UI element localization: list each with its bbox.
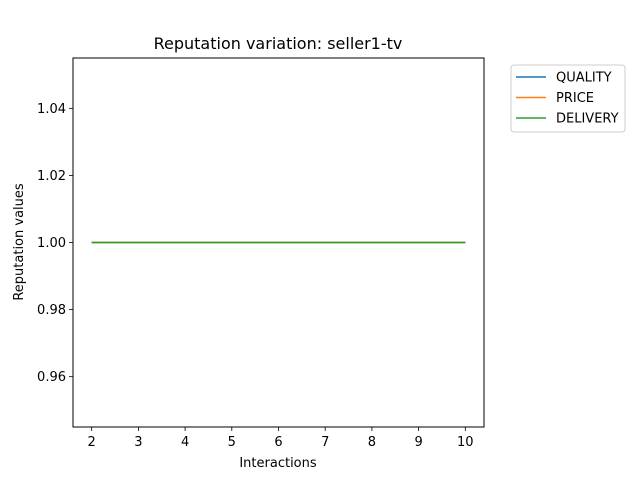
x-tick-label: 4 bbox=[181, 435, 189, 450]
y-axis: 0.96 0.98 1.00 1.02 1.04 bbox=[37, 102, 73, 385]
x-tick-label: 9 bbox=[414, 435, 422, 450]
x-axis-label: Interactions bbox=[239, 456, 317, 471]
chart-title: Reputation variation: seller1-tv bbox=[154, 34, 403, 53]
y-tick-label: 1.02 bbox=[37, 169, 66, 184]
x-tick-label: 7 bbox=[321, 435, 329, 450]
legend-label-price: PRICE bbox=[556, 91, 594, 106]
y-axis-label: Reputation values bbox=[12, 183, 27, 301]
x-tick-label: 3 bbox=[134, 435, 142, 450]
x-tick-label: 2 bbox=[88, 435, 96, 450]
legend-frame bbox=[510, 64, 626, 133]
legend: QUALITY PRICE DELIVERY bbox=[510, 64, 626, 133]
y-tick-label: 1.04 bbox=[37, 102, 66, 117]
x-axis: 2 3 4 5 6 7 8 9 10 bbox=[88, 427, 474, 450]
x-tick-label: 6 bbox=[274, 435, 282, 450]
legend-label-delivery: DELIVERY bbox=[556, 112, 619, 127]
legend-label-quality: QUALITY bbox=[556, 71, 612, 86]
legend-entries: QUALITY PRICE DELIVERY bbox=[516, 71, 619, 127]
x-tick-label: 5 bbox=[228, 435, 236, 450]
x-tick-label: 8 bbox=[368, 435, 376, 450]
y-tick-label: 1.00 bbox=[37, 236, 66, 251]
x-tick-label: 10 bbox=[457, 435, 474, 450]
y-tick-label: 0.98 bbox=[37, 303, 66, 318]
y-tick-label: 0.96 bbox=[37, 370, 66, 385]
